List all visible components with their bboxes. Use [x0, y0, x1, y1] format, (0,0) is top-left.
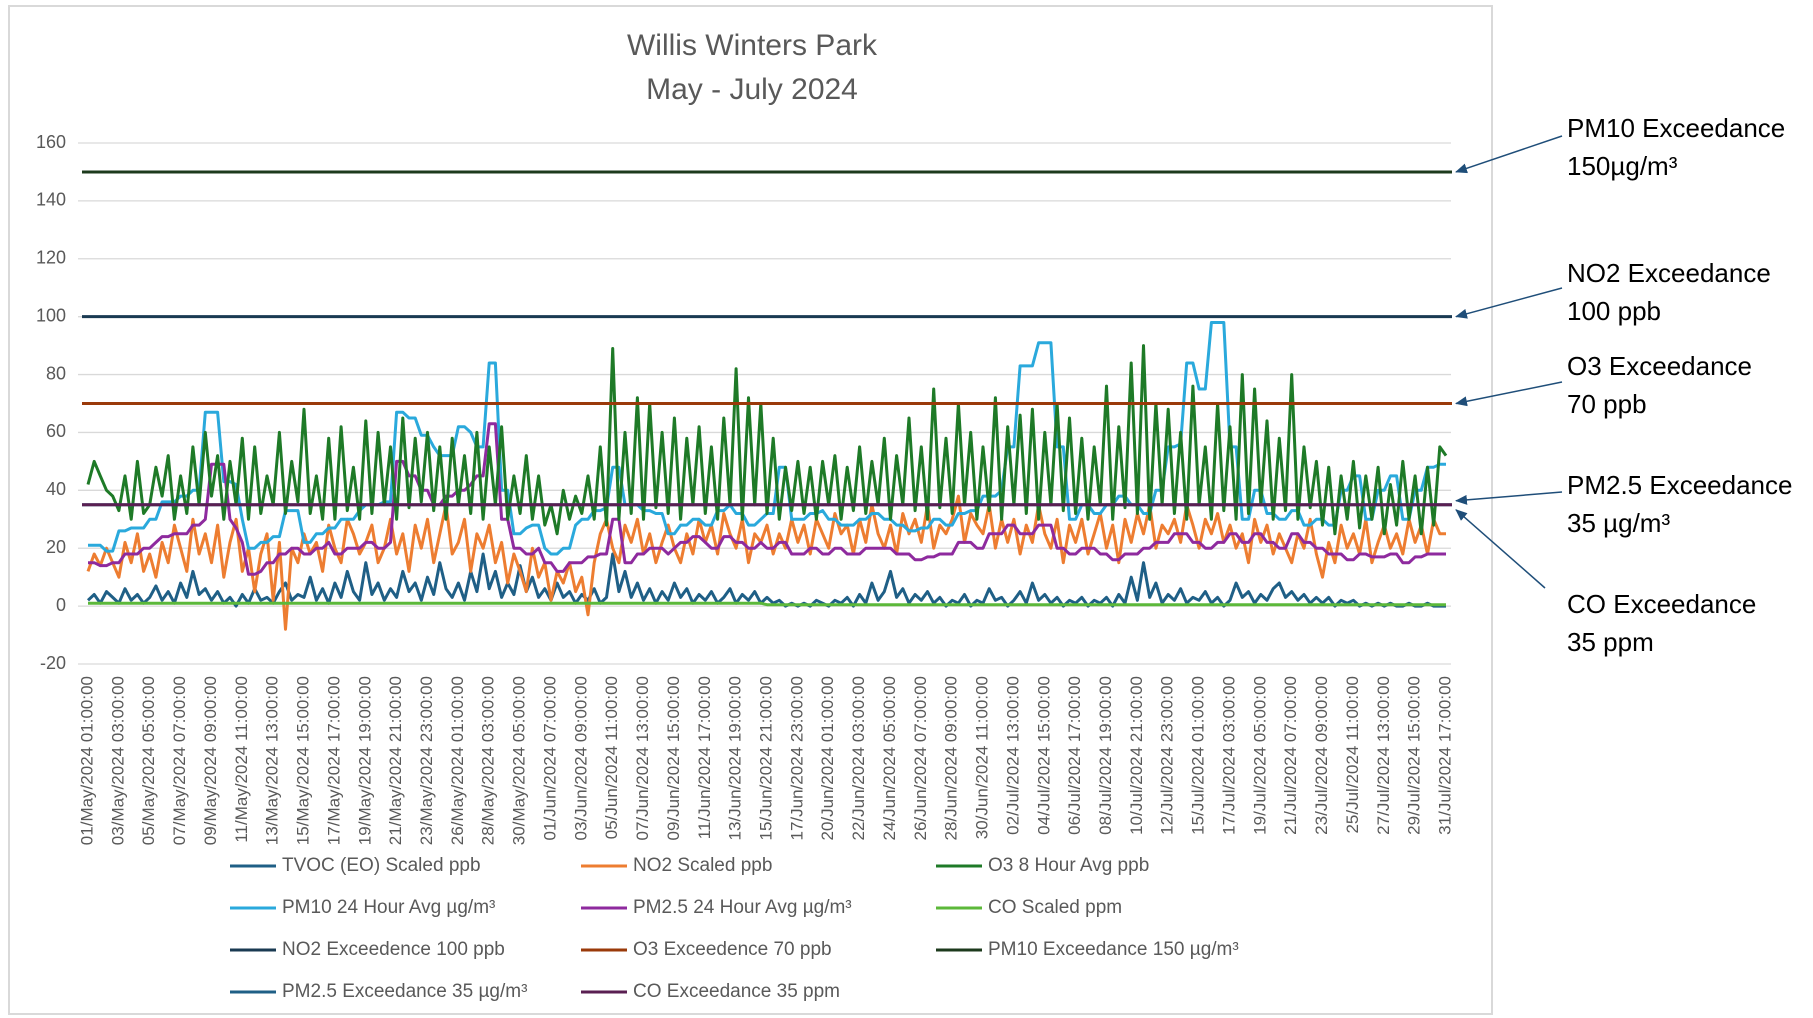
x-tick-label: 07/May/2024 07:00:00 [170, 676, 189, 845]
x-tick-label: 10/Jul/2024 21:00:00 [1127, 676, 1146, 835]
x-tick-label: 03/May/2024 03:00:00 [108, 676, 127, 845]
legend-label: PM10 24 Hour Avg µg/m³ [282, 897, 495, 918]
legend-label: PM2.5 Exceedance 35 µg/m³ [282, 981, 527, 1002]
x-tick-label: 27/Jul/2024 13:00:00 [1374, 676, 1393, 835]
x-tick-label: 28/May/2024 03:00:00 [479, 676, 498, 845]
x-tick-label: 03/Jun/2024 09:00:00 [571, 676, 590, 840]
series-line [86, 494, 1446, 631]
x-tick-label: 11/Jun/2024 17:00:00 [695, 676, 714, 839]
annotation-text: O3 Exceedance [1567, 351, 1752, 381]
series-line [86, 344, 1448, 536]
x-tick-label: 20/Jun/2024 01:00:00 [818, 676, 837, 840]
annotation-text: 35 ppm [1567, 627, 1654, 657]
legend-label: PM2.5 24 Hour Avg µg/m³ [633, 897, 852, 918]
x-tick-label: 17/May/2024 17:00:00 [324, 676, 343, 845]
annotation-arrow [1455, 287, 1563, 319]
x-tick-label: 06/Jul/2024 17:00:00 [1065, 676, 1084, 835]
x-tick-label: 15/May/2024 15:00:00 [294, 676, 313, 845]
legend-label: PM10 Exceedance 150 µg/m³ [988, 939, 1239, 960]
y-tick-label: 40 [46, 479, 66, 499]
x-tick-label: 22/Jun/2024 03:00:00 [849, 676, 868, 840]
x-tick-label: 23/May/2024 23:00:00 [417, 676, 436, 845]
annotation-text: 100 ppb [1567, 296, 1661, 326]
y-tick-label: -20 [40, 653, 66, 673]
legend-label: TVOC (EO) Scaled ppb [282, 855, 481, 876]
annotation-text: NO2 Exceedance [1567, 258, 1771, 288]
x-tick-label: 15/Jul/2024 01:00:00 [1189, 676, 1208, 835]
x-tick-label: 21/May/2024 21:00:00 [386, 676, 405, 845]
x-tick-label: 30/Jun/2024 11:00:00 [973, 676, 992, 839]
y-tick-label: 120 [36, 248, 66, 268]
x-tick-label: 05/Jun/2024 11:00:00 [602, 676, 621, 839]
chart-frame [8, 5, 1493, 1015]
x-tick-label: 26/Jun/2024 07:00:00 [911, 676, 930, 840]
legend-label: O3 8 Hour Avg ppb [988, 855, 1149, 876]
annotation-text: 70 ppb [1567, 389, 1647, 419]
legend-label: O3 Exceedence 70 ppb [633, 939, 832, 960]
legend-label: CO Scaled ppm [988, 897, 1122, 918]
y-tick-label: 20 [46, 537, 66, 557]
annotation-text: 150µg/m³ [1567, 151, 1678, 181]
y-tick-label: 160 [36, 132, 66, 152]
x-tick-label: 15/Jun/2024 21:00:00 [756, 676, 775, 840]
x-tick-label: 08/Jul/2024 19:00:00 [1096, 676, 1115, 835]
annotation-arrow [1455, 135, 1563, 174]
x-tick-label: 17/Jul/2024 03:00:00 [1219, 676, 1238, 835]
y-tick-label: 0 [56, 595, 66, 615]
annotation-text: 35 µg/m³ [1567, 508, 1670, 538]
x-tick-label: 07/Jun/2024 13:00:00 [633, 676, 652, 840]
y-tick-label: 80 [46, 363, 66, 383]
x-tick-label: 02/Jul/2024 13:00:00 [1003, 676, 1022, 835]
x-tick-label: 26/May/2024 01:00:00 [448, 676, 467, 845]
chart-title: Willis Winters Park [627, 29, 878, 62]
annotation-text: PM10 Exceedance [1567, 113, 1785, 143]
y-tick-label: 140 [36, 190, 66, 210]
x-tick-label: 13/Jun/2024 19:00:00 [726, 676, 745, 840]
series-line [88, 601, 1446, 607]
annotation-text: PM2.5 Exceedance [1567, 470, 1792, 500]
legend-label: CO Exceedance 35 ppm [633, 981, 840, 1002]
x-tick-label: 31/Jul/2024 17:00:00 [1435, 676, 1454, 835]
legend-label: NO2 Exceedence 100 ppb [282, 939, 505, 960]
x-tick-label: 12/Jul/2024 23:00:00 [1158, 676, 1177, 835]
x-tick-label: 21/Jul/2024 07:00:00 [1281, 676, 1300, 835]
series-line [88, 422, 1446, 576]
x-tick-label: 01/Jun/2024 07:00:00 [540, 676, 559, 840]
x-tick-label: 04/Jul/2024 15:00:00 [1034, 676, 1053, 835]
annotation-arrow [1455, 491, 1563, 505]
x-tick-label: 28/Jun/2024 09:00:00 [942, 676, 961, 840]
x-tick-label: 01/May/2024 01:00:00 [77, 676, 96, 845]
x-tick-label: 29/Jul/2024 15:00:00 [1405, 676, 1424, 835]
x-tick-label: 17/Jun/2024 23:00:00 [787, 676, 806, 840]
x-tick-label: 19/May/2024 19:00:00 [355, 676, 374, 845]
x-tick-label: 09/May/2024 09:00:00 [201, 676, 220, 845]
annotation-text: CO Exceedance [1567, 589, 1756, 619]
x-tick-label: 25/Jul/2024 11:00:00 [1343, 676, 1362, 834]
y-tick-label: 60 [46, 421, 66, 441]
series-line [86, 552, 1446, 608]
x-tick-label: 23/Jul/2024 09:00:00 [1312, 676, 1331, 835]
chart-subtitle: May - July 2024 [646, 73, 858, 106]
x-tick-label: 11/May/2024 11:00:00 [232, 676, 251, 843]
annotation-arrow [1455, 509, 1546, 589]
x-tick-label: 05/May/2024 05:00:00 [139, 676, 158, 845]
annotation-arrow [1455, 381, 1563, 407]
x-tick-label: 13/May/2024 13:00:00 [263, 676, 282, 845]
x-tick-label: 09/Jun/2024 15:00:00 [664, 676, 683, 840]
y-tick-label: 100 [36, 305, 66, 325]
x-tick-label: 24/Jun/2024 05:00:00 [880, 676, 899, 840]
x-tick-label: 19/Jul/2024 05:00:00 [1250, 676, 1269, 835]
legend-label: NO2 Scaled ppb [633, 855, 772, 876]
x-tick-label: 30/May/2024 05:00:00 [510, 676, 529, 845]
